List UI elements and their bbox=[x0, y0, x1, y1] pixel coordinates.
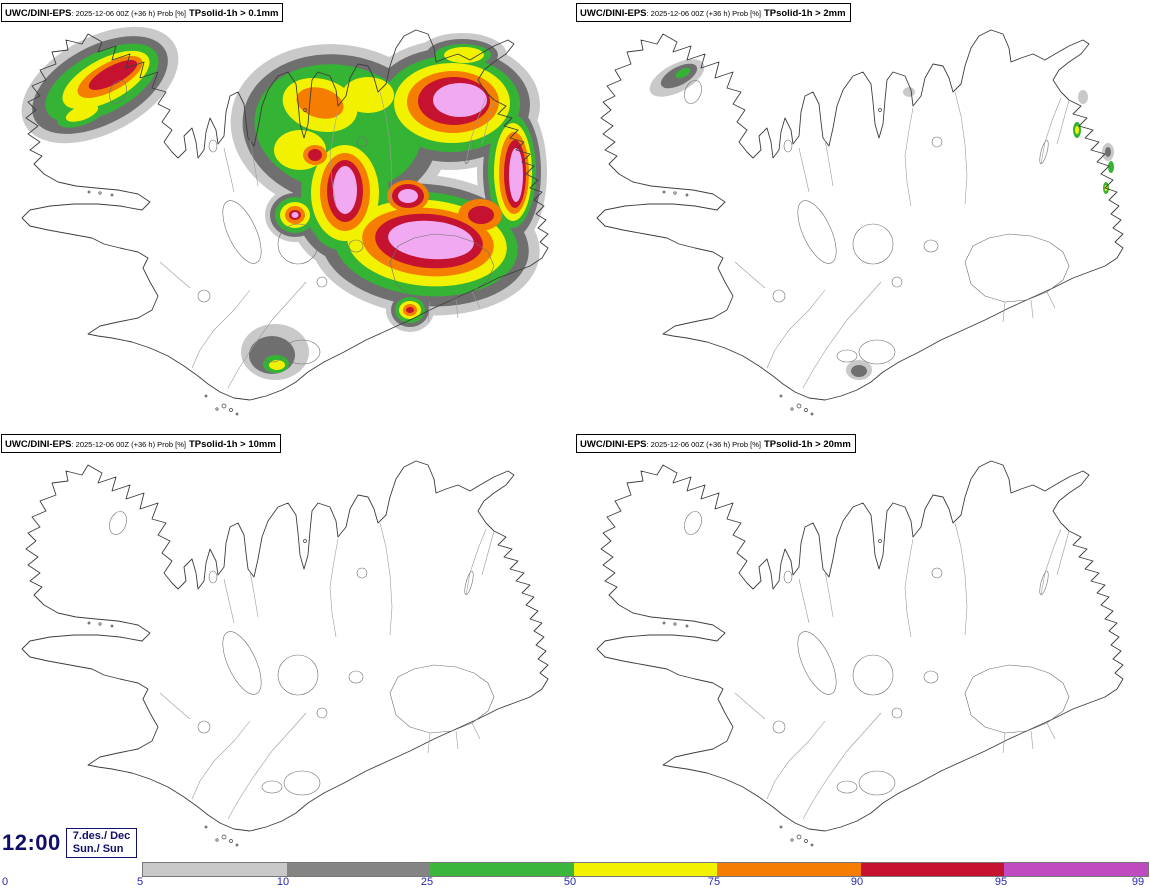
threshold-label: TPsolid-1h > 10mm bbox=[188, 439, 276, 450]
island-dots bbox=[662, 108, 882, 416]
probability-region-p95 bbox=[398, 189, 418, 203]
colorbar-tick-label: 50 bbox=[563, 876, 577, 888]
threshold-label: TPsolid-1h > 20mm bbox=[763, 439, 851, 450]
iceland-map bbox=[596, 460, 1124, 847]
island-dots bbox=[87, 108, 307, 416]
river-lines bbox=[159, 91, 495, 389]
panel-title: UWC/DINI-EPS: 2025-12-06 00Z (+36 h) Pro… bbox=[576, 434, 856, 453]
panel-title: UWC/DINI-EPS: 2025-12-06 00Z (+36 h) Pro… bbox=[576, 3, 851, 22]
probability-region-p50 bbox=[444, 47, 484, 63]
colorbar-segment-5 bbox=[860, 863, 1005, 876]
probability-region-p95 bbox=[433, 83, 487, 117]
colorbar-tick-label: 10 bbox=[276, 876, 290, 888]
iceland-map bbox=[596, 29, 1124, 416]
map-panel-prob-gt-20mm: UWC/DINI-EPS: 2025-12-06 00Z (+36 h) Pro… bbox=[575, 431, 1150, 862]
colorbar-tick-label: 5 bbox=[136, 876, 144, 888]
probability-region-p10 bbox=[1105, 147, 1111, 157]
lake-outlines bbox=[197, 567, 474, 734]
probability-region-p95 bbox=[333, 166, 357, 214]
lake-outlines bbox=[772, 136, 1049, 303]
colorbar-tick-label: 75 bbox=[707, 876, 721, 888]
coastline bbox=[596, 460, 1124, 832]
colorbar-segment-0 bbox=[143, 863, 287, 876]
colorbar-segment-3 bbox=[573, 863, 718, 876]
run-info: : 2025-12-06 00Z (+36 h) Prob [%] bbox=[646, 9, 761, 18]
iceland-map bbox=[21, 460, 549, 847]
run-info: : 2025-12-06 00Z (+36 h) Prob [%] bbox=[646, 440, 761, 449]
probability-region-p90 bbox=[406, 307, 414, 313]
probability-region-p10 bbox=[851, 365, 867, 377]
colorbar-tick-label: 99 bbox=[1131, 876, 1145, 888]
probability-region-p90 bbox=[88, 60, 138, 90]
probability-region-p50 bbox=[65, 104, 99, 122]
probability-region-p95 bbox=[509, 148, 523, 202]
coastline bbox=[596, 29, 1124, 401]
valid-hour-label: 12:00 bbox=[2, 830, 61, 855]
glacier-outlines bbox=[684, 80, 1070, 365]
glacier-outlines bbox=[109, 511, 495, 796]
coastline bbox=[21, 460, 549, 832]
threshold-label: TPsolid-1h > 2mm bbox=[763, 8, 846, 19]
colorbar-segment-6 bbox=[1004, 863, 1149, 876]
colorbar-tick-label: 90 bbox=[850, 876, 864, 888]
colorbar-tick-label: 25 bbox=[420, 876, 434, 888]
valid-date-label: 7.des./ Dec bbox=[72, 830, 131, 842]
valid-time-box: 12:00 7.des./ Dec Sun./ Sun bbox=[2, 828, 138, 858]
river-lines bbox=[734, 91, 1070, 389]
probability-region-p5 bbox=[1078, 90, 1088, 104]
glacier-outlines bbox=[109, 80, 495, 365]
model-name: UWC/DINI-EPS bbox=[5, 8, 72, 19]
map-panel-prob-gt-2mm: UWC/DINI-EPS: 2025-12-06 00Z (+36 h) Pro… bbox=[575, 0, 1150, 431]
map-panel-prob-gt-10mm: UWC/DINI-EPS: 2025-12-06 00Z (+36 h) Pro… bbox=[0, 431, 575, 862]
colorbar-tick-labels: 0 5 10 25 50 75 90 95 99 bbox=[0, 876, 1150, 890]
probability-region-p95 bbox=[291, 212, 299, 218]
run-info: : 2025-12-06 00Z (+36 h) Prob [%] bbox=[71, 440, 186, 449]
river-lines bbox=[159, 522, 495, 820]
threshold-label: TPsolid-1h > 0.1mm bbox=[188, 8, 279, 19]
lake-outlines bbox=[772, 567, 1049, 734]
coastline bbox=[21, 29, 549, 401]
model-name: UWC/DINI-EPS bbox=[580, 439, 647, 450]
probability-region-p95 bbox=[388, 220, 474, 260]
valid-day-label: Sun./ Sun bbox=[72, 843, 124, 855]
colorbar-tick-label: 0 bbox=[2, 876, 9, 888]
probability-region-p90 bbox=[468, 206, 494, 224]
colorbar-tick-label: 95 bbox=[994, 876, 1008, 888]
probability-region-p50 bbox=[1075, 126, 1079, 134]
probability-colorbar bbox=[142, 862, 1149, 877]
model-name: UWC/DINI-EPS bbox=[580, 8, 647, 19]
run-info: : 2025-12-06 00Z (+36 h) Prob [%] bbox=[71, 9, 186, 18]
probability-region-p90 bbox=[308, 149, 322, 161]
probability-region-p25 bbox=[675, 67, 691, 79]
probability-region-p50 bbox=[269, 360, 285, 370]
panel-title: UWC/DINI-EPS: 2025-12-06 00Z (+36 h) Pro… bbox=[1, 434, 281, 453]
valid-date-box: 7.des./ Dec Sun./ Sun bbox=[65, 828, 138, 858]
island-dots bbox=[87, 539, 307, 847]
colorbar-segment-4 bbox=[717, 863, 861, 876]
probability-region-p50 bbox=[342, 77, 394, 113]
glacier-outlines bbox=[684, 511, 1070, 796]
probability-region-p5 bbox=[903, 87, 915, 97]
model-name: UWC/DINI-EPS bbox=[5, 439, 72, 450]
probability-region-p75 bbox=[296, 87, 344, 119]
colorbar-segment-1 bbox=[286, 863, 431, 876]
iceland-map bbox=[21, 26, 549, 416]
lake-outlines bbox=[197, 136, 474, 303]
island-dots bbox=[662, 539, 882, 847]
colorbar-segment-2 bbox=[430, 863, 574, 876]
panel-title: UWC/DINI-EPS: 2025-12-06 00Z (+36 h) Pro… bbox=[1, 3, 284, 22]
map-panel-prob-gt-0.1mm: UWC/DINI-EPS: 2025-12-06 00Z (+36 h) Pro… bbox=[0, 0, 575, 431]
probability-region-p25 bbox=[1108, 161, 1114, 173]
river-lines bbox=[734, 522, 1070, 820]
